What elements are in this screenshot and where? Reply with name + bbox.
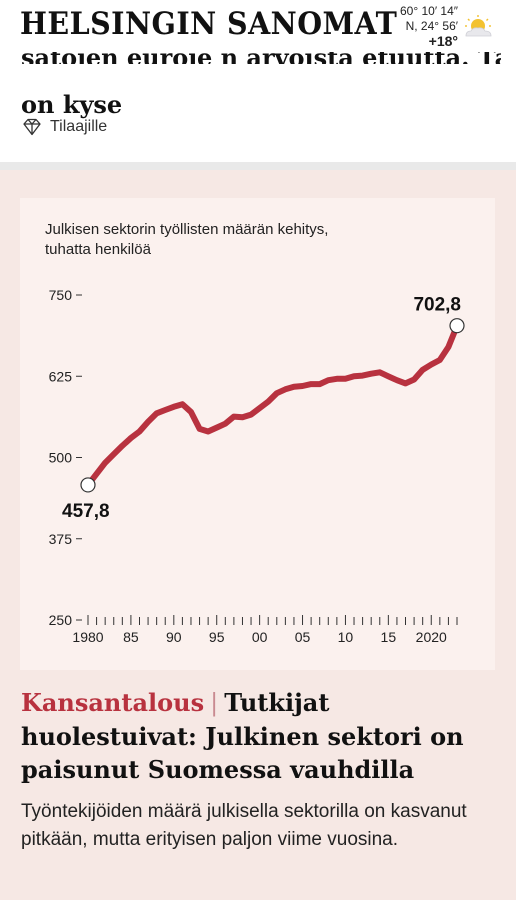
y-tick-label: 375 bbox=[49, 531, 73, 547]
weather-temperature: +18° bbox=[428, 33, 458, 49]
data-point-marker bbox=[449, 318, 465, 334]
data-label: 702,8 bbox=[413, 295, 461, 316]
series-line bbox=[85, 322, 460, 488]
separator: | bbox=[210, 689, 219, 717]
x-tick-label: 90 bbox=[166, 629, 182, 645]
x-tick-label: 85 bbox=[123, 629, 139, 645]
teaser-headline[interactable]: Kansantalous | Tutkijat huolestuivat: Julk… bbox=[21, 686, 501, 786]
x-tick-label: 00 bbox=[252, 629, 268, 645]
data-point-marker bbox=[80, 477, 96, 493]
headline-text[interactable]: Tutkijat huolestuivat: Julkinen sektori … bbox=[21, 688, 464, 784]
article-teaser[interactable]: Julkisen sektorin työllisten määrän kehi… bbox=[0, 170, 516, 900]
y-tick-label: 750 bbox=[49, 287, 73, 303]
line-chart: 250 375 500 625 750 1980 85 90 95 00 05 10 15 2020 457… bbox=[49, 287, 465, 645]
diamond-icon bbox=[23, 118, 41, 136]
partly-cloudy-icon bbox=[465, 15, 492, 37]
y-tick-label: 250 bbox=[49, 612, 73, 628]
previous-article-title[interactable]: on kyse bbox=[21, 90, 123, 119]
weather-longitude: N, 24° 56′ bbox=[405, 19, 458, 33]
subscriber-label: Tilaajille bbox=[50, 118, 108, 135]
section-tag[interactable]: Kansantalous bbox=[21, 688, 205, 717]
site-header: HELSINGIN SANOMAT 60° 10′ 14″ N, 24° 56′… bbox=[0, 0, 516, 52]
x-tick-label: 2020 bbox=[416, 629, 447, 645]
chart-title: Julkisen sektorin työllisten määrän kehi… bbox=[45, 221, 329, 258]
data-label: 457,8 bbox=[62, 501, 110, 522]
x-tick-label: 15 bbox=[381, 629, 397, 645]
teaser-lede: Työntekijöiden määrä julkisella sektoril… bbox=[21, 801, 467, 850]
x-tick-label: 1980 bbox=[72, 629, 103, 645]
x-tick-label: 05 bbox=[295, 629, 311, 645]
previous-article-card[interactable]: satojen euroje n arvoista etuutta. Tästä… bbox=[0, 44, 516, 162]
y-tick-label: 500 bbox=[49, 450, 73, 466]
weather-widget[interactable]: 60° 10′ 14″ N, 24° 56′ +18° bbox=[400, 4, 458, 49]
weather-latitude: 60° 10′ 14″ bbox=[399, 4, 458, 18]
x-tick-label: 10 bbox=[338, 629, 354, 645]
site-logo[interactable]: HELSINGIN SANOMAT bbox=[20, 6, 398, 42]
section-divider bbox=[0, 162, 516, 170]
y-tick-label: 625 bbox=[49, 368, 73, 384]
subscriber-badge: Tilaajille bbox=[22, 118, 107, 136]
x-tick-label: 95 bbox=[209, 629, 225, 645]
chart-card: Julkisen sektorin työllisten määrän kehi… bbox=[20, 198, 495, 670]
